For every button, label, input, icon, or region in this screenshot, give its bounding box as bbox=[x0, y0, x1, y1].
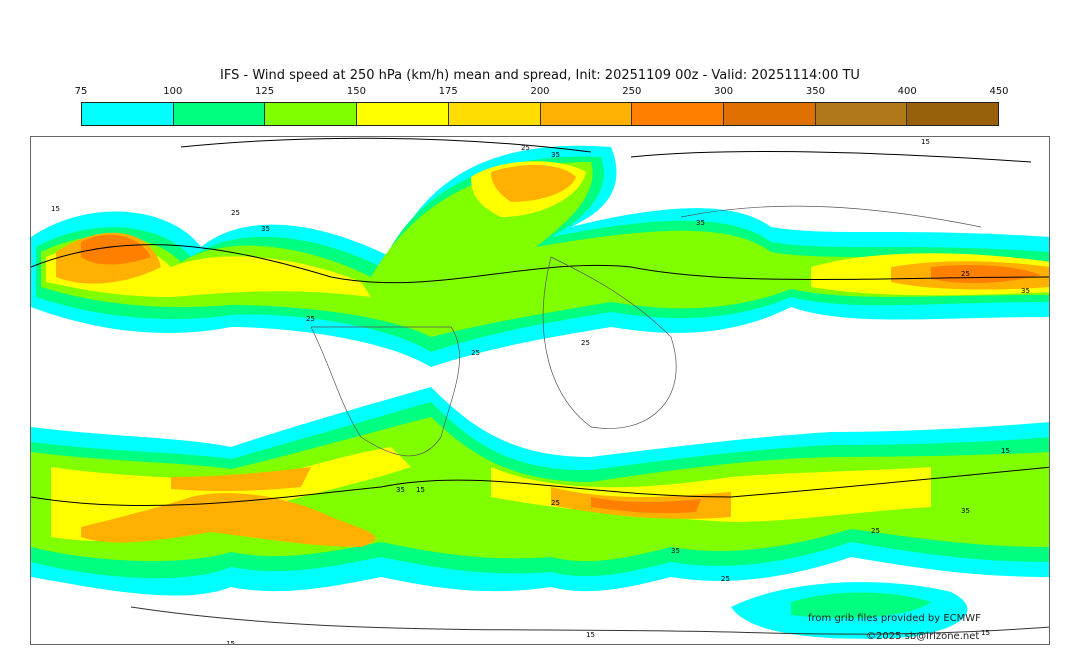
contour-label: 35 bbox=[696, 219, 705, 227]
colorbar-tick: 75 bbox=[74, 86, 88, 97]
contour-label: 25 bbox=[871, 527, 880, 535]
colorbar-tick: 200 bbox=[530, 86, 550, 97]
colorbar bbox=[81, 102, 999, 126]
colorbar-ticks: 75 100 125 150 175 200 250 300 350 400 450 bbox=[75, 86, 1009, 100]
contour-label: 25 bbox=[551, 499, 560, 507]
colorbar-tick: 100 bbox=[163, 86, 183, 97]
contour-label: 35 bbox=[396, 486, 405, 494]
colorbar-tick: 125 bbox=[255, 86, 275, 97]
colorbar-tick: 250 bbox=[622, 86, 642, 97]
contour-label: 25 bbox=[581, 339, 590, 347]
contour-label: 25 bbox=[306, 315, 315, 323]
contour-label: 25 bbox=[961, 270, 970, 278]
colorbar-tick: 450 bbox=[989, 86, 1009, 97]
contour-label: 35 bbox=[261, 225, 270, 233]
colorbar-segment bbox=[265, 103, 358, 125]
colorbar-segment bbox=[632, 103, 724, 125]
coastlines-and-contours bbox=[31, 137, 1049, 635]
colorbar-segment bbox=[540, 103, 633, 125]
contour-label: 15 bbox=[981, 629, 990, 637]
contour-label: 15 bbox=[51, 205, 60, 213]
contour-label: 35 bbox=[671, 547, 680, 555]
contour-label: 25 bbox=[721, 575, 730, 583]
contour-label: 25 bbox=[471, 349, 480, 357]
contour-label: 15 bbox=[416, 486, 425, 494]
colorbar-tick: 400 bbox=[897, 86, 917, 97]
colorbar-tick: 150 bbox=[346, 86, 366, 97]
contour-label: 15 bbox=[921, 138, 930, 146]
contour-label: 15 bbox=[1001, 447, 1010, 455]
wind-speed-map: 25 35 15 25 35 35 25 35 25 15 25 25 35 15 25 25 35 15 15 35… bbox=[30, 136, 1050, 645]
copyright-credit: ©2025 sb@irizone.net bbox=[866, 631, 980, 642]
southern-jet-shading bbox=[31, 387, 1049, 639]
source-credit: from grib files provided by ECMWF bbox=[808, 613, 981, 624]
contour-label: 35 bbox=[1021, 287, 1030, 295]
northern-jet-shading bbox=[31, 145, 1049, 367]
colorbar-segment bbox=[357, 103, 449, 125]
colorbar-segment bbox=[448, 103, 541, 125]
contour-label: 35 bbox=[961, 507, 970, 515]
map-canvas: 25 35 15 25 35 35 25 35 25 15 25 25 35 15 25 25 35 15 15 35… bbox=[31, 137, 1049, 645]
colorbar-segment bbox=[815, 103, 908, 125]
map-title: IFS - Wind speed at 250 hPa (km/h) mean … bbox=[220, 68, 860, 83]
colorbar-tick: 300 bbox=[714, 86, 734, 97]
colorbar-segment bbox=[723, 103, 816, 125]
colorbar-segment bbox=[173, 103, 266, 125]
colorbar-segment bbox=[82, 103, 174, 125]
contour-labels: 25 35 15 25 35 35 25 35 25 15 25 25 35 15 25 25 35 15 15 35… bbox=[51, 138, 1030, 645]
contour-label: 25 bbox=[521, 144, 530, 152]
colorbar-tick: 350 bbox=[805, 86, 825, 97]
contour-label: 15 bbox=[226, 640, 235, 645]
contour-label: 35 bbox=[551, 151, 560, 159]
colorbar-segment bbox=[907, 103, 999, 125]
colorbar-tick: 175 bbox=[438, 86, 458, 97]
contour-label: 25 bbox=[231, 209, 240, 217]
contour-label: 15 bbox=[586, 631, 595, 639]
